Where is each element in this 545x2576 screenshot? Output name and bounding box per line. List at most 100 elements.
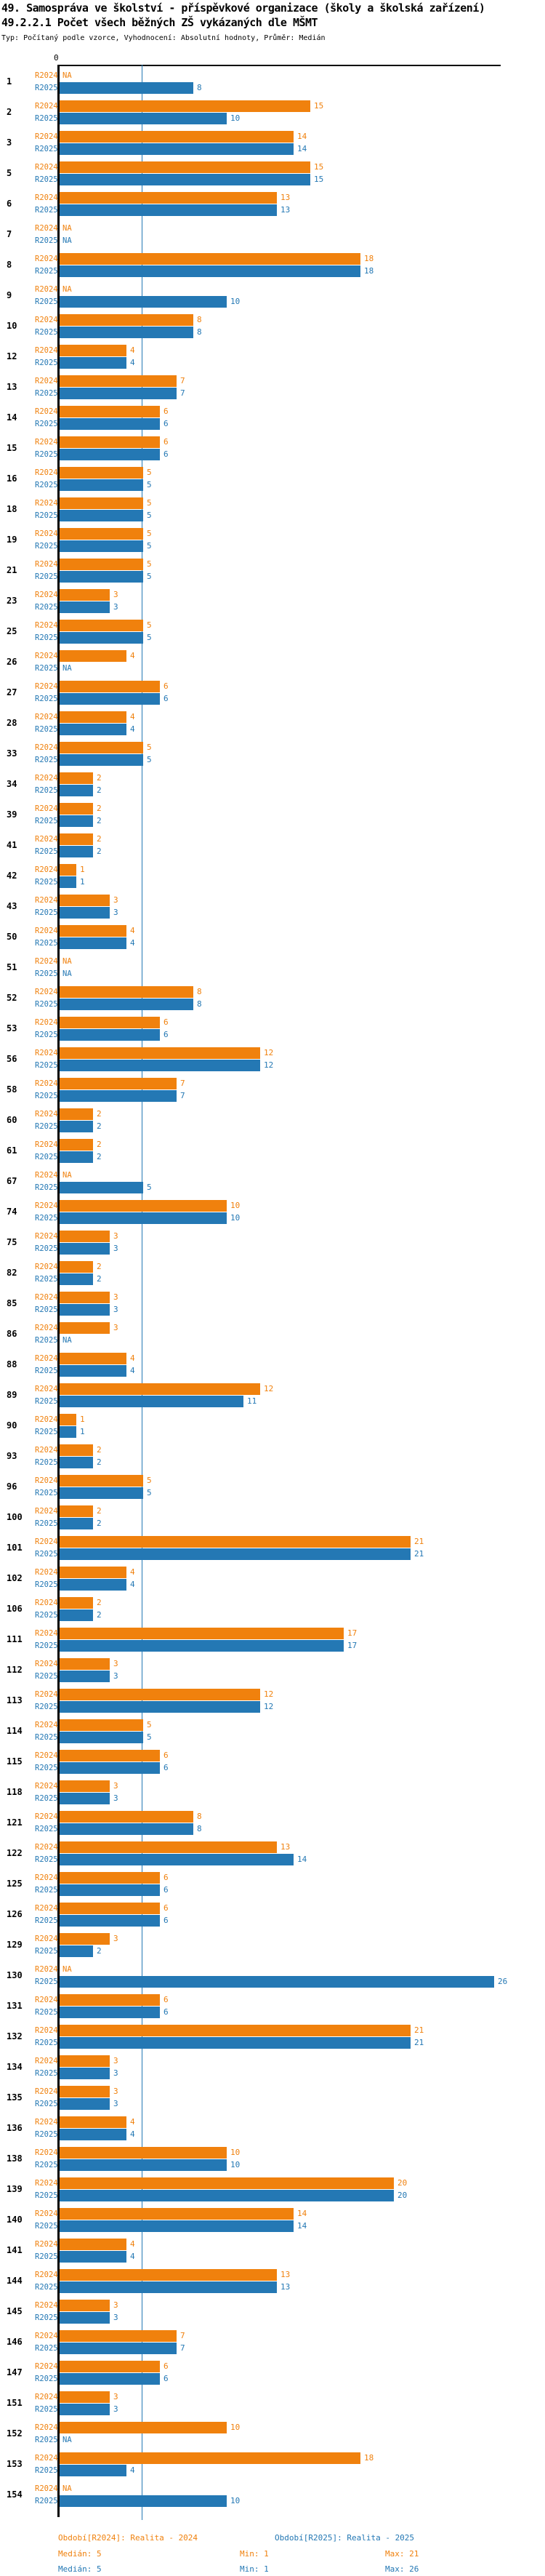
- bar-value-label: 4: [130, 651, 135, 660]
- chart-row: 33 R2024 5 R2025 5: [0, 742, 545, 767]
- stat-max-r2025: Max: 26: [385, 2564, 419, 2574]
- bar-r2025: [60, 2281, 277, 2293]
- chart-row: 50 R2024 4 R2025 4: [0, 925, 545, 950]
- bar-value-label: 3: [113, 1323, 118, 1332]
- bar-r2024: [60, 1750, 160, 1761]
- series-label-r2024: R2024: [35, 2057, 58, 2065]
- bar-value-label: 8: [197, 1824, 202, 1833]
- series-label-r2025: R2025: [35, 389, 58, 398]
- bar-r2024: [60, 1200, 227, 1212]
- series-label-r2024: R2024: [35, 1965, 58, 1974]
- series-label-r2024: R2024: [35, 1782, 58, 1791]
- bar-r2024: [60, 803, 93, 815]
- series-label-r2024: R2024: [35, 2240, 58, 2249]
- bar-value-label: 14: [297, 2221, 307, 2231]
- chart-row: 114 R2024 5 R2025 5: [0, 1719, 545, 1744]
- bar-r2025: [60, 1212, 227, 1224]
- bar-value-label: 3: [113, 2313, 118, 2322]
- row-id-label: 141: [7, 2245, 23, 2255]
- bar-value-label: 3: [113, 2099, 118, 2108]
- series-label-r2025: R2025: [35, 1153, 58, 1161]
- row-id-label: 147: [7, 2367, 23, 2377]
- na-label: NA: [62, 969, 72, 978]
- series-label-r2025: R2025: [35, 1336, 58, 1345]
- stat-min-r2024: Min: 1: [240, 2549, 269, 2559]
- series-label-r2025: R2025: [35, 2466, 58, 2475]
- bar-r2025: [60, 2251, 126, 2263]
- row-id-label: 136: [7, 2123, 23, 2133]
- bar-r2025: [60, 418, 160, 430]
- bar-value-label: 2: [97, 1262, 102, 1271]
- bar-r2024: [60, 1841, 277, 1853]
- row-id-label: 58: [7, 1084, 17, 1095]
- chart-row: 61 R2024 2 R2025 2: [0, 1139, 545, 1164]
- bar-r2025: [60, 2404, 110, 2415]
- series-label-r2024: R2024: [35, 1079, 58, 1088]
- chart-row: 7 R2024 NA R2025 NA: [0, 223, 545, 247]
- row-id-label: 25: [7, 626, 17, 636]
- series-label-r2024: R2024: [35, 285, 58, 294]
- chart-row: 53 R2024 6 R2025 6: [0, 1017, 545, 1041]
- bar-value-label: 5: [147, 559, 152, 569]
- chart-row: 28 R2024 4 R2025 4: [0, 711, 545, 736]
- bar-r2025: [60, 357, 126, 369]
- bar-value-label: 8: [197, 987, 202, 996]
- na-label: NA: [62, 1171, 72, 1180]
- bar-value-label: 15: [314, 101, 324, 111]
- bar-value-label: 6: [164, 694, 169, 703]
- bar-r2025: [60, 1060, 260, 1071]
- series-label-r2025: R2025: [35, 878, 58, 887]
- chart-row: 154 R2024 NA R2025 10: [0, 2483, 545, 2508]
- bar-r2024: [60, 1658, 110, 1670]
- bar-value-label: 4: [130, 938, 135, 948]
- bar-value-label: 2: [97, 1506, 102, 1516]
- bar-r2025: [60, 1396, 243, 1407]
- chart-row: 8 R2024 18 R2025 18: [0, 253, 545, 278]
- chart-row: 88 R2024 4 R2025 4: [0, 1353, 545, 1377]
- series-label-r2025: R2025: [35, 2008, 58, 2017]
- series-label-r2024: R2024: [35, 1690, 58, 1699]
- bar-value-label: 13: [280, 1842, 291, 1852]
- bar-value-label: 4: [130, 724, 135, 734]
- bar-value-label: 2: [97, 804, 102, 813]
- series-label-r2024: R2024: [35, 1415, 58, 1424]
- row-id-label: 106: [7, 1604, 23, 1614]
- bar-r2025: [60, 174, 310, 185]
- bar-value-label: 4: [130, 358, 135, 367]
- series-label-r2024: R2024: [35, 1018, 58, 1027]
- bar-value-label: 5: [147, 1732, 152, 1742]
- bar-value-label: 7: [180, 1079, 185, 1088]
- row-id-label: 102: [7, 1573, 23, 1583]
- bar-value-label: 3: [113, 2404, 118, 2414]
- series-label-r2025: R2025: [35, 267, 58, 276]
- stat-min-r2025: Min: 1: [240, 2564, 269, 2574]
- stat-median-r2025: Medián: 5: [58, 2564, 102, 2574]
- chart-row: 125 R2024 6 R2025 6: [0, 1872, 545, 1897]
- bar-r2025: [60, 113, 227, 124]
- bar-r2024: [60, 1719, 143, 1731]
- chart-row: 106 R2024 2 R2025 2: [0, 1597, 545, 1622]
- bar-value-label: 4: [130, 2117, 135, 2127]
- bar-r2025: [60, 449, 160, 460]
- series-label-r2024: R2024: [35, 2179, 58, 2188]
- row-id-label: 28: [7, 718, 17, 728]
- bar-value-label: 13: [280, 2270, 291, 2279]
- bar-r2024: [60, 2116, 126, 2128]
- series-label-r2025: R2025: [35, 939, 58, 948]
- chart-row: 93 R2024 2 R2025 2: [0, 1444, 545, 1469]
- bar-value-label: 14: [297, 144, 307, 153]
- chart-row: 82 R2024 2 R2025 2: [0, 1261, 545, 1286]
- bar-r2024: [60, 1811, 193, 1823]
- bar-value-label: 7: [180, 2343, 185, 2353]
- bar-value-label: 10: [230, 2423, 241, 2432]
- bar-r2024: [60, 1322, 110, 1334]
- bar-value-label: 2: [97, 834, 102, 844]
- bar-value-label: 4: [130, 2129, 135, 2139]
- row-id-label: 67: [7, 1176, 17, 1186]
- series-label-r2024: R2024: [35, 2362, 58, 2371]
- chart-row: 23 R2024 3 R2025 3: [0, 589, 545, 614]
- chart-row: 131 R2024 6 R2025 6: [0, 1994, 545, 2019]
- bar-value-label: 6: [164, 2374, 169, 2383]
- bar-value-label: 6: [164, 1885, 169, 1895]
